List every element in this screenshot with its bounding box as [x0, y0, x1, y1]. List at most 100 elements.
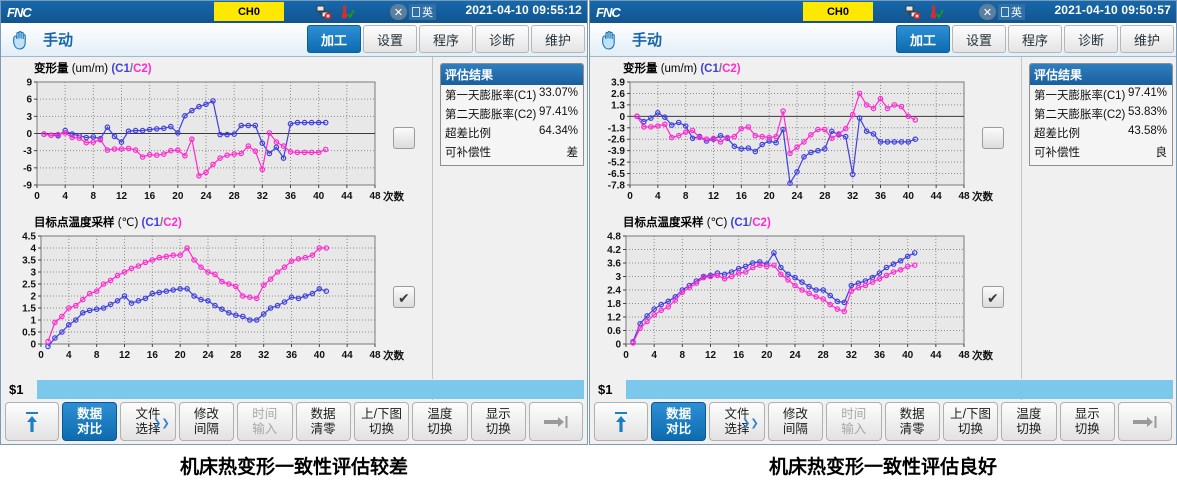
softkey-next[interactable]	[529, 402, 583, 441]
result-row: 可补偿性差	[445, 147, 578, 159]
tab-zhenduan[interactable]: 诊断	[1064, 25, 1118, 53]
svg-text:1.2: 1.2	[607, 313, 621, 324]
cnc-panel-left: FNC CH0 ✕ 英 2021-04-10 09:55:12 手动	[0, 0, 588, 445]
softkey-display-switch[interactable]: 显示 切换	[1059, 402, 1115, 441]
chart-deformation-checkbox[interactable]	[393, 127, 415, 149]
svg-text:28: 28	[230, 350, 242, 361]
svg-text:3: 3	[26, 112, 32, 123]
close-icon[interactable]: ✕	[979, 4, 996, 20]
evaluation-results-box: 评估结果 第一天膨胀率(C1) 33.07% 第二天膨胀率(C2) 97.41% 超…	[440, 63, 584, 166]
content-area: 变形量 (um/m) (C1/C2) 0 4 8 12 16 20 24 28 32 36 40 44…	[1, 57, 587, 424]
svg-text:40: 40	[902, 350, 914, 361]
svg-text:次数: 次数	[383, 190, 404, 203]
chart-block-deformation: 变形量 (um/m) (C1/C2) 0 4 8 12 16 20 24 28 32 36 40 44…	[590, 57, 1020, 211]
mode-bar: 手动 加工 设置 程序 诊断 维护	[590, 23, 1176, 57]
tab-chengxu[interactable]: 程序	[1008, 25, 1062, 53]
svg-text:1.8: 1.8	[607, 299, 621, 310]
svg-text:36: 36	[286, 350, 298, 361]
chart-title-deformation: 变形量 (um/m) (C1/C2)	[34, 63, 152, 75]
svg-text:-9: -9	[23, 181, 32, 192]
ime-indicator[interactable]: 英	[409, 4, 436, 20]
svg-text:4: 4	[651, 350, 657, 361]
softkey-data-compare[interactable]: 数据 对比	[651, 402, 707, 441]
softkey-time-input: 时间 输入	[237, 402, 293, 441]
softkey-data-clear[interactable]: 数据 清零	[884, 402, 940, 441]
svg-text:16: 16	[733, 350, 745, 361]
chart-title-deformation: 变形量 (um/m) (C1/C2)	[623, 63, 741, 75]
mode-label: 手动	[632, 32, 663, 49]
tab-jiagong[interactable]: 加工	[896, 25, 950, 53]
svg-text:28: 28	[818, 350, 830, 361]
softkey-next[interactable]	[1118, 402, 1172, 441]
svg-text:4.8: 4.8	[607, 232, 621, 243]
svg-text:次数: 次数	[383, 349, 404, 362]
ime-label: 英	[1011, 7, 1022, 19]
svg-text:44: 44	[931, 191, 943, 202]
softkey-chart-switch[interactable]: 上/下图 切换	[942, 402, 999, 441]
softkey-data-compare[interactable]: 数据 对比	[62, 402, 118, 441]
figure-caption-right: 机床热变形一致性评估良好	[768, 456, 997, 478]
chart-temperature-checkbox[interactable]: ✔	[982, 286, 1004, 308]
svg-text:-3: -3	[23, 146, 32, 157]
nav-tabs: 加工 设置 程序 诊断 维护	[896, 25, 1174, 53]
softkey-display-switch[interactable]: 显示 切换	[470, 402, 526, 441]
tab-jiagong[interactable]: 加工	[307, 25, 361, 53]
softkey-back[interactable]	[5, 402, 59, 441]
svg-text:0: 0	[38, 350, 44, 361]
svg-text:1.3: 1.3	[611, 100, 625, 111]
figure-caption-left: 机床热变形一致性评估较差	[179, 456, 408, 478]
ime-indicator[interactable]: 英	[998, 4, 1025, 20]
svg-text:44: 44	[342, 350, 354, 361]
svg-text:-6.5: -6.5	[608, 169, 626, 180]
svg-text:-2.6: -2.6	[608, 135, 626, 146]
svg-text:16: 16	[736, 191, 748, 202]
close-icon[interactable]: ✕	[390, 4, 407, 20]
softkey-temperature-switch[interactable]: 温度 切换	[412, 402, 468, 441]
svg-text:36: 36	[875, 191, 887, 202]
softkey-chart-switch[interactable]: 上/下图 切换	[353, 402, 410, 441]
svg-text:0.5: 0.5	[22, 328, 36, 339]
network-error-icon	[316, 4, 332, 20]
nav-tabs: 加工 设置 程序 诊断 维护	[307, 25, 585, 53]
chart-deformation-checkbox[interactable]	[982, 127, 1004, 149]
plot-temperature[interactable]: 0 4 8 12 16 20 24 28 32 36 40 44 4800.61.21.82.433.6…	[596, 230, 1016, 370]
tab-zhenduan[interactable]: 诊断	[475, 25, 529, 53]
tab-shezhi[interactable]: 设置	[363, 25, 417, 53]
svg-text:8: 8	[683, 191, 689, 202]
softkey-modify-interval[interactable]: 修改 间隔	[767, 402, 824, 441]
status-id: $1	[598, 381, 613, 397]
softkey-data-clear[interactable]: 数据 清零	[295, 402, 351, 441]
tab-weihu[interactable]: 维护	[531, 25, 585, 53]
softkey-temperature-switch[interactable]: 温度 切换	[1001, 402, 1057, 441]
softkey-file-select[interactable]: 文件 选择 ❯❯	[709, 402, 765, 441]
ime-icon	[412, 7, 420, 17]
title-bar: FNC CH0 ✕ 英 2021-04-10 09:55:12	[1, 1, 587, 23]
svg-text:44: 44	[341, 191, 353, 202]
manual-hand-icon	[8, 27, 34, 53]
svg-text:40: 40	[313, 191, 325, 202]
svg-text:36: 36	[874, 350, 886, 361]
chevron-down-icon: ❯❯	[152, 418, 170, 429]
plot-deformation[interactable]: 0 4 8 12 16 20 24 28 32 36 40 44 48-7.8-6.5-5.2-3.9-…	[596, 76, 1016, 211]
softkey-back[interactable]	[594, 402, 648, 441]
svg-text:4: 4	[30, 244, 36, 255]
svg-text:48: 48	[369, 350, 381, 361]
svg-text:2.5: 2.5	[22, 280, 36, 291]
softkey-modify-interval[interactable]: 修改 间隔	[178, 402, 235, 441]
svg-text:3: 3	[30, 268, 36, 279]
status-message	[626, 379, 1173, 399]
plot-temperature[interactable]: 0 4 8 12 16 20 24 28 32 36 40 44 4800.511.522.533.54…	[7, 230, 427, 370]
tab-shezhi[interactable]: 设置	[952, 25, 1006, 53]
svg-text:4: 4	[62, 191, 68, 202]
softkey-file-select[interactable]: 文件 选择 ❯❯	[120, 402, 176, 441]
tab-weihu[interactable]: 维护	[1120, 25, 1174, 53]
chart-temperature-checkbox[interactable]: ✔	[393, 286, 415, 308]
tab-chengxu[interactable]: 程序	[419, 25, 473, 53]
result-row: 超差比例 64.34%	[445, 125, 578, 140]
softkey-bar: 数据 对比 文件 选择 ❯❯ 修改 间隔 时间 输入 数据 清零 上/下图 切换 温度 切换	[1, 400, 587, 443]
status-message	[37, 379, 584, 399]
result-row: 可补偿性良	[1034, 147, 1167, 159]
status-id: $1	[9, 381, 24, 397]
svg-text:6: 6	[26, 95, 32, 106]
